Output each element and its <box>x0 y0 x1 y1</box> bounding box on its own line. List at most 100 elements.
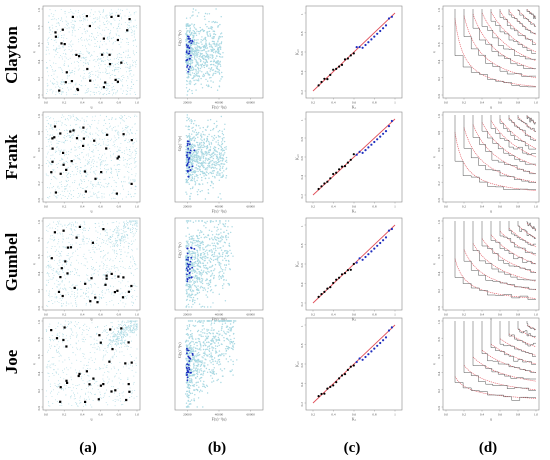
sim-point <box>60 181 62 183</box>
sim-point <box>113 275 115 277</box>
panel-c-xtick-label: 1 <box>394 101 396 105</box>
sim-point <box>57 226 59 228</box>
observed-point <box>71 15 74 18</box>
sim-point <box>123 77 125 79</box>
sim-point <box>91 161 93 163</box>
sim-point <box>120 288 122 290</box>
sim-point <box>60 8 62 10</box>
kendall-point <box>343 58 347 61</box>
sim-point <box>219 53 221 55</box>
sim-point <box>198 273 201 275</box>
sim-point <box>197 165 200 167</box>
sim-point <box>106 72 108 74</box>
empirical-contour <box>508 9 536 34</box>
sim-point <box>126 163 128 164</box>
sim-point <box>211 272 214 274</box>
observed-point <box>51 147 54 150</box>
sim-point <box>188 125 190 128</box>
sim-point <box>225 175 228 177</box>
sim-point <box>54 259 55 261</box>
sim-point <box>123 221 124 223</box>
sim-point <box>194 167 196 169</box>
observed-point <box>186 151 189 154</box>
sim-point <box>114 240 116 242</box>
sim-point <box>103 274 105 276</box>
observed-point <box>122 276 125 279</box>
sim-point <box>85 48 87 50</box>
sim-point <box>215 239 218 241</box>
sim-point <box>203 254 205 256</box>
sim-point <box>212 139 214 141</box>
sim-point <box>48 241 49 243</box>
sim-point <box>198 237 200 240</box>
sim-point <box>56 139 58 141</box>
observed-point <box>94 296 97 299</box>
sim-point <box>49 134 51 136</box>
sim-point <box>212 244 214 247</box>
sim-point <box>118 303 119 304</box>
sim-point <box>62 90 64 92</box>
sim-point <box>125 66 127 68</box>
sim-point <box>128 243 130 245</box>
sim-point <box>56 300 58 302</box>
sim-point <box>58 67 60 69</box>
sim-point <box>129 64 131 66</box>
sim-point <box>131 220 133 222</box>
panel-c-xlabel: Kₙ <box>352 105 357 110</box>
sim-point <box>86 163 88 165</box>
sim-point <box>127 85 129 86</box>
sim-point <box>211 26 214 28</box>
sim-point <box>192 241 194 243</box>
sim-point <box>212 40 214 43</box>
sim-point <box>62 246 64 248</box>
sim-point <box>69 134 71 136</box>
sim-point <box>122 127 124 129</box>
sim-point <box>218 47 220 49</box>
sim-point <box>209 70 211 72</box>
sim-point <box>55 224 57 226</box>
panel-d-frame <box>442 111 540 203</box>
observed-point <box>186 252 189 255</box>
sim-point <box>133 302 134 304</box>
sim-point <box>85 293 87 294</box>
sim-point <box>83 123 85 125</box>
observed-point <box>191 266 194 269</box>
sim-point <box>77 155 78 156</box>
sim-point <box>49 187 51 189</box>
sim-point <box>117 244 119 246</box>
sim-point <box>223 264 226 266</box>
observed-point <box>78 225 81 228</box>
sim-point <box>224 242 226 244</box>
sim-point <box>212 61 215 63</box>
sim-point <box>88 75 90 77</box>
sim-point <box>105 70 107 72</box>
sim-point <box>110 125 112 127</box>
sim-point <box>194 170 196 172</box>
sim-point <box>209 281 212 284</box>
sim-point <box>54 283 56 285</box>
sim-point <box>209 257 212 259</box>
sim-point <box>91 55 93 57</box>
sim-point <box>102 160 104 162</box>
sim-point <box>189 24 191 27</box>
sim-point <box>185 25 188 28</box>
sim-point <box>205 151 208 154</box>
sim-point <box>207 84 210 86</box>
sim-point <box>100 164 101 166</box>
observed-point <box>186 156 189 159</box>
sim-point <box>127 76 129 78</box>
sim-point <box>192 298 194 301</box>
sim-point <box>193 145 196 147</box>
sim-point <box>209 33 211 35</box>
sim-point <box>99 238 101 240</box>
panel-a-ytick-label: 0.4 <box>37 164 41 169</box>
sim-point <box>194 252 196 254</box>
sim-point <box>199 266 202 268</box>
sim-point <box>84 165 86 167</box>
sim-point <box>186 24 188 26</box>
sim-point <box>102 16 104 18</box>
sim-point <box>66 75 68 77</box>
sim-point <box>129 87 131 89</box>
sim-point <box>103 22 105 24</box>
panel-a-xlabel: u <box>91 105 93 110</box>
